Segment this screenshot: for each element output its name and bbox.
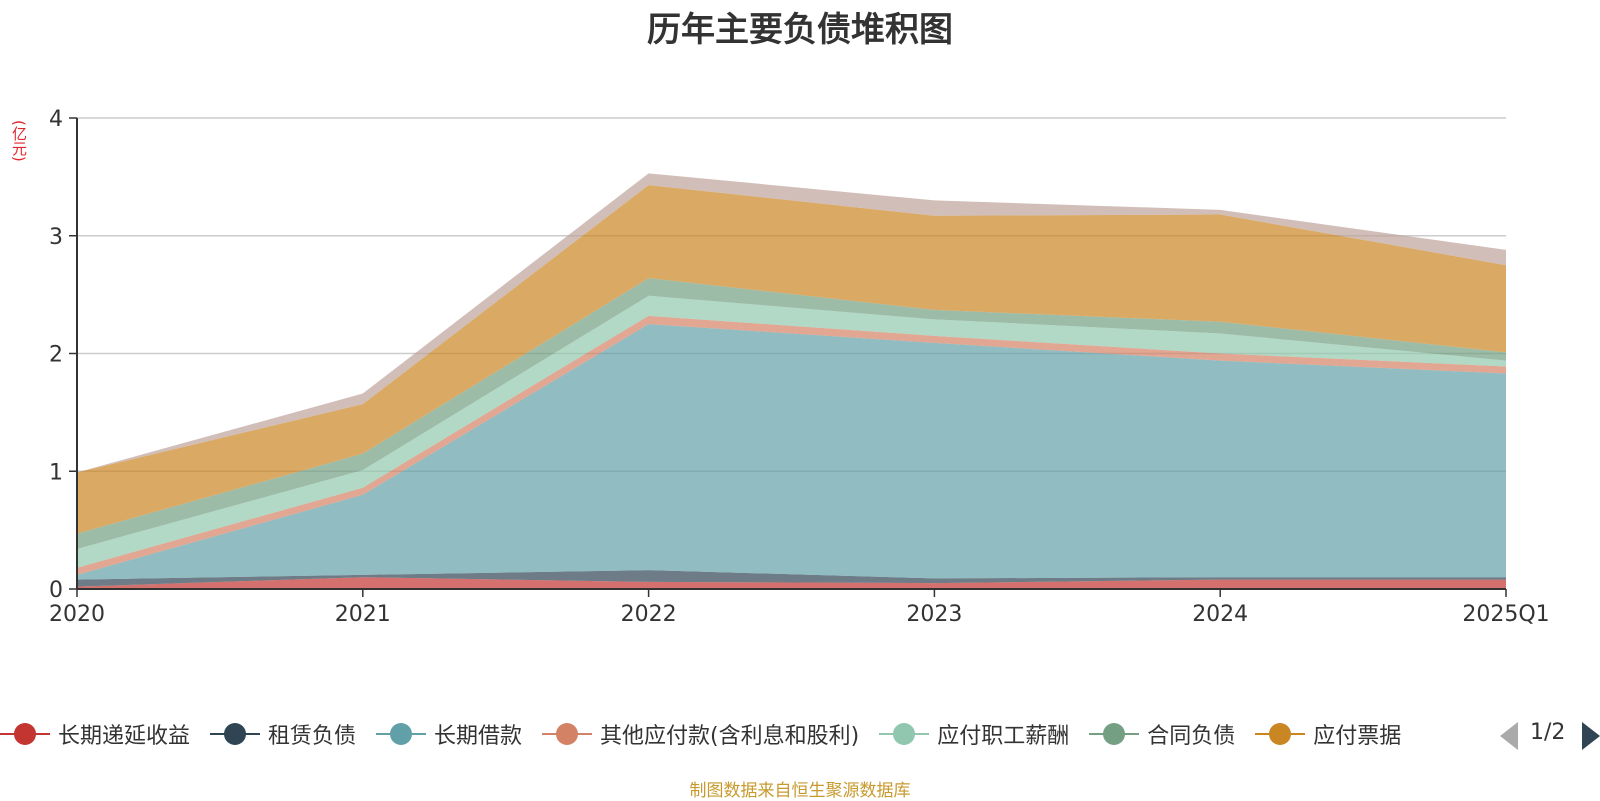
x-tick-label: 2023 <box>906 602 962 627</box>
legend-item[interactable]: 租赁负债 <box>210 716 356 752</box>
legend-page-indicator: 1/2 <box>1530 720 1566 745</box>
x-tick-label: 2024 <box>1192 602 1248 627</box>
legend-item[interactable]: 长期借款 <box>376 716 522 752</box>
y-tick-label: 2 <box>49 343 63 368</box>
legend-label: 长期借款 <box>434 724 523 749</box>
legend-next-page-icon[interactable] <box>1582 722 1600 750</box>
y-tick-label: 4 <box>49 107 63 132</box>
legend-item[interactable]: 其他应付款(含利息和股利) <box>542 716 859 752</box>
area-series-2 <box>77 324 1506 580</box>
legend-marker-icon <box>1255 722 1306 746</box>
y-tick-label: 0 <box>49 578 63 603</box>
x-tick-label: 2020 <box>49 602 105 627</box>
area-series <box>77 173 1506 589</box>
legend-marker-icon <box>879 722 930 746</box>
legend-label: 长期递延收益 <box>58 724 191 749</box>
area-series-6 <box>77 185 1506 534</box>
axes: 0 1 2 3 4 2020 2021 2022 2023 2024 2025Q1 <box>49 107 1550 627</box>
legend: 长期递延收益 租赁负债 长期借款 其他应付款(含利息和股利) 应付职工薪酬 合同负债 应付票… <box>0 716 1490 752</box>
legend-item[interactable]: 应付职工薪酬 <box>879 716 1069 752</box>
y-tick-label: 3 <box>49 225 63 250</box>
y-tick-label: 1 <box>49 460 63 485</box>
x-tick-label: 2025Q1 <box>1462 602 1549 627</box>
legend-label: 应付票据 <box>1313 724 1402 749</box>
area-series-0 <box>77 577 1506 589</box>
legend-marker-icon <box>210 722 261 746</box>
legend-marker-icon <box>1089 722 1140 746</box>
legend-label: 租赁负债 <box>268 724 357 749</box>
legend-label: 其他应付款(含利息和股利) <box>600 724 860 749</box>
legend-prev-page-icon[interactable] <box>1500 722 1518 750</box>
chart-title: 历年主要负债堆积图 <box>647 10 953 50</box>
legend-pager: 1/2 <box>1500 718 1600 752</box>
x-tick-label: 2021 <box>335 602 391 627</box>
legend-item[interactable]: 合同负债 <box>1089 716 1235 752</box>
legend-marker-icon <box>376 722 427 746</box>
area-series-1 <box>77 570 1506 587</box>
source-note: 制图数据来自恒生聚源数据库 <box>689 781 911 801</box>
y-axis-unit-label: (亿元) <box>10 120 28 162</box>
legend-marker-icon <box>542 722 593 746</box>
x-tick-label: 2022 <box>621 602 677 627</box>
legend-item[interactable]: 应付票据 <box>1255 716 1401 752</box>
legend-item[interactable]: 长期递延收益 <box>0 716 190 752</box>
legend-label: 应付职工薪酬 <box>937 724 1070 749</box>
legend-label: 合同负债 <box>1147 724 1236 749</box>
legend-marker-icon <box>0 722 50 746</box>
